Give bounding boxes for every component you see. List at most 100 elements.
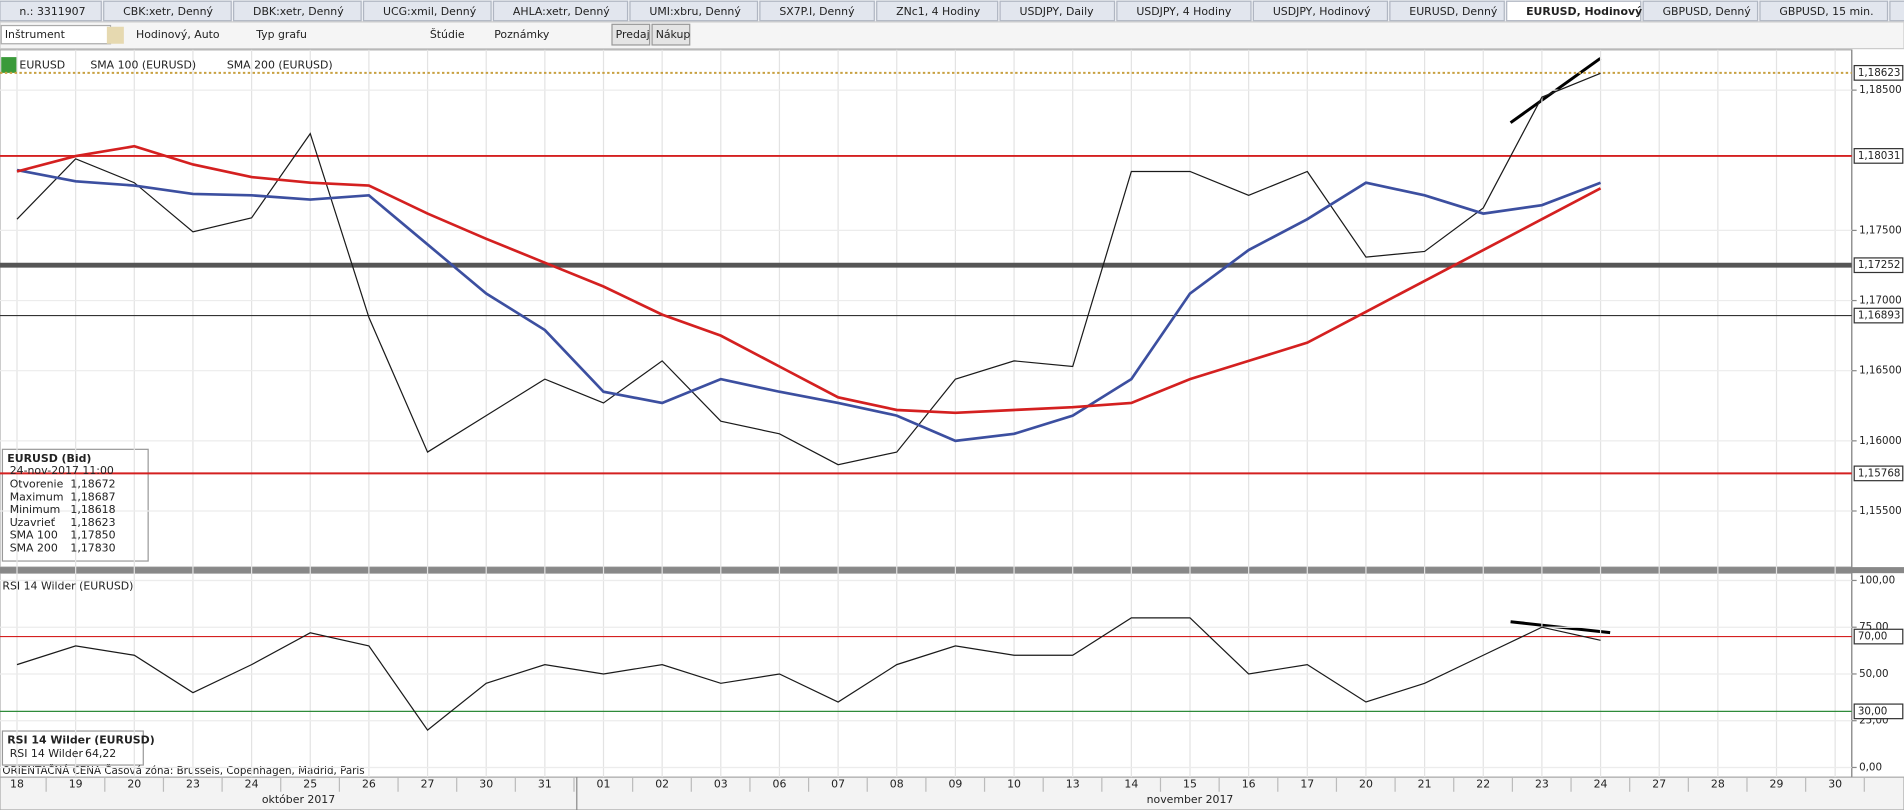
tab-label[interactable]: USDJPY, Hodinový <box>1273 5 1371 18</box>
tab[interactable] <box>1889 0 1904 22</box>
tab-label[interactable]: n.: 3311907 <box>19 5 85 18</box>
x-tick-label: 24 <box>1594 777 1608 790</box>
x-tick-label: 20 <box>1359 777 1373 790</box>
y-tick-label: 50,00 <box>1859 668 1889 680</box>
tab[interactable] <box>1759 0 1889 22</box>
studies-button[interactable]: Štúdie <box>430 28 465 41</box>
level-label-box <box>1853 307 1904 324</box>
tab-label[interactable]: UCG:xmil, Denný <box>383 5 477 18</box>
x-tick-label: 26 <box>362 777 376 790</box>
buy-button-bg[interactable] <box>651 23 691 46</box>
chart-type-button[interactable]: Typ grafu <box>255 28 307 41</box>
rsi-info-box <box>1 730 144 766</box>
tab[interactable] <box>759 0 875 22</box>
sell-button[interactable]: Predaj <box>616 28 650 41</box>
info-key: Maximum <box>10 490 64 503</box>
level-label-box <box>1853 148 1904 164</box>
info-value: 1,18618 <box>70 503 115 516</box>
level-label-box <box>1853 703 1904 720</box>
x-tick-label: 06 <box>773 777 787 790</box>
x-tick-label: 30 <box>479 777 493 790</box>
x-tick-label: 17 <box>1300 777 1314 790</box>
tab-label[interactable]: CBK:xetr, Denný <box>123 5 213 18</box>
tab[interactable] <box>999 0 1116 22</box>
legend-entry[interactable]: SMA 200 (EURUSD) <box>227 59 333 72</box>
x-tick-label: 27 <box>1652 777 1666 790</box>
toolbar <box>0 21 1904 50</box>
icon[interactable] <box>106 26 124 44</box>
y-tick-label: 0,00 <box>1859 761 1882 773</box>
tab[interactable] <box>233 0 362 22</box>
tab[interactable] <box>492 0 629 22</box>
level-label-box <box>1853 628 1904 645</box>
x-tick-label: 13 <box>1066 777 1080 790</box>
x-tick-label: 14 <box>1124 777 1138 790</box>
x-tick-label: 30 <box>1828 777 1842 790</box>
tab-label[interactable]: ZNc1, 4 Hodiny <box>896 5 981 18</box>
tab-label[interactable]: DBK:xetr, Denný <box>253 5 344 18</box>
tab[interactable] <box>1116 0 1252 22</box>
tab[interactable] <box>1506 0 1642 22</box>
tab-label[interactable]: GBPUSD, Denný <box>1663 5 1752 18</box>
legend-entry[interactable]: EURUSD <box>19 59 65 72</box>
tab[interactable] <box>362 0 492 22</box>
x-tick-label: 29 <box>1770 777 1784 790</box>
info-key: Otvorenie <box>10 478 64 491</box>
info-key: Uzavrieť <box>10 516 56 529</box>
level-label: 1,16893 <box>1858 310 1901 322</box>
info-value: 1,18687 <box>70 490 115 503</box>
price-panel <box>0 49 1853 568</box>
x-tick-label: 27 <box>421 777 435 790</box>
price-line <box>16 72 1601 466</box>
rsi-info-key: RSI 14 Wilder <box>10 747 84 760</box>
buy-button[interactable]: Nákup <box>656 28 691 41</box>
rsi-info-title: RSI 14 Wilder (EURUSD) <box>7 734 154 747</box>
series-line <box>16 168 1602 443</box>
tab[interactable] <box>1252 0 1389 22</box>
y-tick-label: 1,18500 <box>1859 84 1902 96</box>
tab-label[interactable]: EURUSD, Hodinový <box>1526 5 1642 18</box>
tab[interactable] <box>0 0 102 22</box>
y-tick-label: 1,15500 <box>1859 505 1902 517</box>
interval-select[interactable]: Hodinový, Auto <box>136 28 220 41</box>
panel-splitter[interactable] <box>0 567 1904 574</box>
info-value: 1,18623 <box>70 516 115 529</box>
tab-label[interactable]: UMI:xbru, Denný <box>649 5 741 18</box>
notes-button[interactable]: Poznámky <box>494 28 550 41</box>
sell-button-bg[interactable] <box>611 23 651 46</box>
tab[interactable] <box>103 0 232 22</box>
x-tick-label: 10 <box>1007 777 1021 790</box>
tab-label[interactable]: USDJPY, 4 Hodiny <box>1136 5 1232 18</box>
x-tick-label: 23 <box>186 777 200 790</box>
x-tick-label: 09 <box>948 777 962 790</box>
x-tick-label: 23 <box>1535 777 1549 790</box>
x-tick-label: 18 <box>10 777 24 790</box>
info-title: EURUSD (Bid) <box>7 452 91 465</box>
tab-label[interactable]: GBPUSD, 15 min. <box>1779 5 1873 18</box>
legend-entry[interactable]: SMA 100 (EURUSD) <box>90 59 196 72</box>
level-label: 1,17252 <box>1858 259 1901 271</box>
x-tick-label: 15 <box>1183 777 1197 790</box>
level-label-box <box>1853 64 1904 81</box>
tab[interactable] <box>1389 0 1505 22</box>
series-line <box>16 617 1601 731</box>
level-label: 70,00 <box>1858 631 1888 643</box>
x-tick-label: 25 <box>303 777 317 790</box>
info-value: 1,17830 <box>70 541 115 554</box>
x-tick-label: 08 <box>890 777 904 790</box>
series-line <box>16 144 1602 415</box>
tab[interactable] <box>876 0 999 22</box>
fx-icon <box>1 57 17 73</box>
tab-label[interactable]: USDJPY, Daily <box>1020 5 1095 18</box>
legend-entry[interactable]: RSI 14 Wilder (EURUSD) <box>2 580 133 593</box>
x-tick-label: 16 <box>1242 777 1256 790</box>
tab-label[interactable]: SX7P.I, Denný <box>779 5 855 18</box>
tab-label[interactable]: EURUSD, Denný <box>1409 5 1498 18</box>
tab[interactable] <box>629 0 759 22</box>
tab-label[interactable]: AHLA:xetr, Denný <box>513 5 610 18</box>
info-time: 24-nov-2017 11:00 <box>10 464 114 477</box>
tab[interactable] <box>1642 0 1759 22</box>
rsi-panel <box>0 572 1853 778</box>
